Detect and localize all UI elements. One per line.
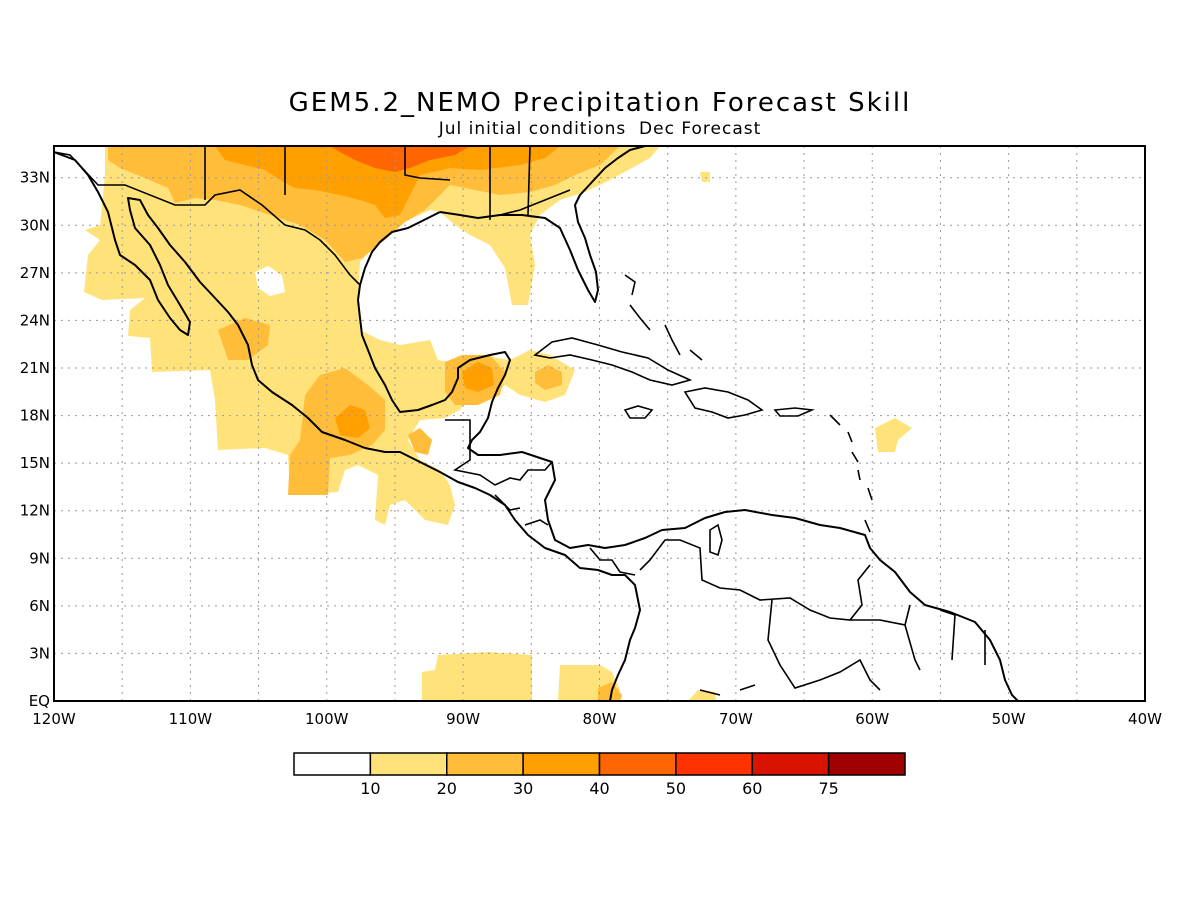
skill-region-30-40-yucatan	[462, 362, 494, 392]
island-cuba	[533, 337, 693, 386]
chart-title: GEM5.2_NEMO Precipitation Forecast Skill	[289, 88, 912, 118]
island-hispaniola	[683, 387, 764, 419]
colorbar-label: 30	[513, 779, 533, 798]
skill-region-30-40-south-mex	[335, 405, 370, 438]
lat-tick-label: 21N	[20, 359, 50, 377]
colorbar: 10 20 30 40 50 60 75	[293, 752, 906, 798]
skill-region-carib-east	[875, 418, 912, 452]
colorbar-swatch	[751, 752, 830, 776]
coast-gulf	[357, 211, 1019, 701]
lon-tick-label: 110W	[169, 710, 213, 728]
coastlines	[54, 146, 1019, 701]
colorbar-swatch	[369, 752, 448, 776]
lon-tick-label: 80W	[583, 710, 617, 728]
colorbar-swatch	[522, 752, 601, 776]
lon-tick-label: 90W	[446, 710, 480, 728]
lat-tick-label: 33N	[20, 169, 50, 187]
lat-tick-label: 24N	[20, 311, 50, 329]
skill-region-40-50	[330, 146, 470, 172]
skill-region-20-30	[108, 146, 620, 262]
lat-tick-label: 27N	[20, 264, 50, 282]
colorbar-swatch	[675, 752, 753, 776]
longitude-tick-labels: 120W 110W 100W 90W 80W 70W 60W 50W 40W	[32, 710, 1162, 728]
lon-tick-label: 60W	[855, 710, 889, 728]
border-us-mexico	[54, 151, 361, 286]
map-border	[53, 145, 1146, 702]
map-grid	[54, 146, 1145, 701]
skill-region-30-40	[215, 146, 560, 218]
colorbar-label: 50	[666, 779, 686, 798]
lat-tick-label: 6N	[29, 597, 50, 615]
island-bahamas	[624, 274, 703, 361]
skill-region-10-20	[84, 146, 660, 525]
lon-tick-label: 120W	[32, 710, 76, 728]
skill-region-20-30-south-mex	[288, 368, 385, 495]
colorbar-swatch	[293, 752, 372, 776]
country-borders	[54, 146, 986, 696]
border-south-america	[639, 539, 986, 696]
skill-region-20-30-colombia	[598, 682, 622, 701]
colorbar-label: 40	[589, 779, 609, 798]
skill-region-20-30-guatemala	[408, 428, 432, 455]
lat-tick-label: 3N	[29, 644, 50, 662]
map-panel	[54, 146, 1145, 701]
skill-shading	[84, 146, 912, 701]
island-jamaica	[623, 405, 654, 419]
island-puerto-rico	[773, 407, 816, 417]
colorbar-label: 60	[742, 779, 762, 798]
skill-region-atlantic-north	[700, 172, 710, 182]
colorbar-swatch	[827, 752, 906, 776]
lat-tick-label: 15N	[20, 454, 50, 472]
lat-tick-label: 30N	[20, 216, 50, 234]
lat-tick-label: 9N	[29, 549, 50, 567]
lon-tick-label: 50W	[992, 710, 1026, 728]
lon-tick-label: 100W	[305, 710, 349, 728]
colorbar-label: 75	[818, 779, 838, 798]
colorbar-label: 10	[360, 779, 380, 798]
coast-florida	[439, 146, 646, 303]
lon-tick-label: 40W	[1128, 710, 1162, 728]
colorbar-swatch	[598, 752, 677, 776]
coast-pacific	[54, 151, 641, 701]
colorbar-label: 20	[437, 779, 457, 798]
skill-region-20-30-cuba	[535, 365, 562, 390]
lat-tick-label: 12N	[20, 502, 50, 520]
lon-tick-label: 70W	[719, 710, 753, 728]
chart-subtitle: Jul initial conditions Dec Forecast	[438, 119, 762, 139]
lat-tick-label: 18N	[20, 407, 50, 425]
island-lesser-antilles	[829, 414, 873, 533]
border-central-america	[445, 419, 636, 576]
lake-maracaibo	[709, 523, 723, 557]
latitude-tick-labels: EQ 3N 6N 9N 12N 15N 18N 21N 24N 27N 30N 33N	[20, 169, 50, 710]
skill-hole-mexico	[255, 266, 285, 296]
colorbar-swatch	[446, 752, 524, 776]
lat-tick-label: EQ	[29, 692, 50, 710]
skill-region-south-america	[688, 690, 716, 701]
skill-region-pacific-south	[422, 652, 532, 701]
border-us-states	[204, 146, 571, 220]
